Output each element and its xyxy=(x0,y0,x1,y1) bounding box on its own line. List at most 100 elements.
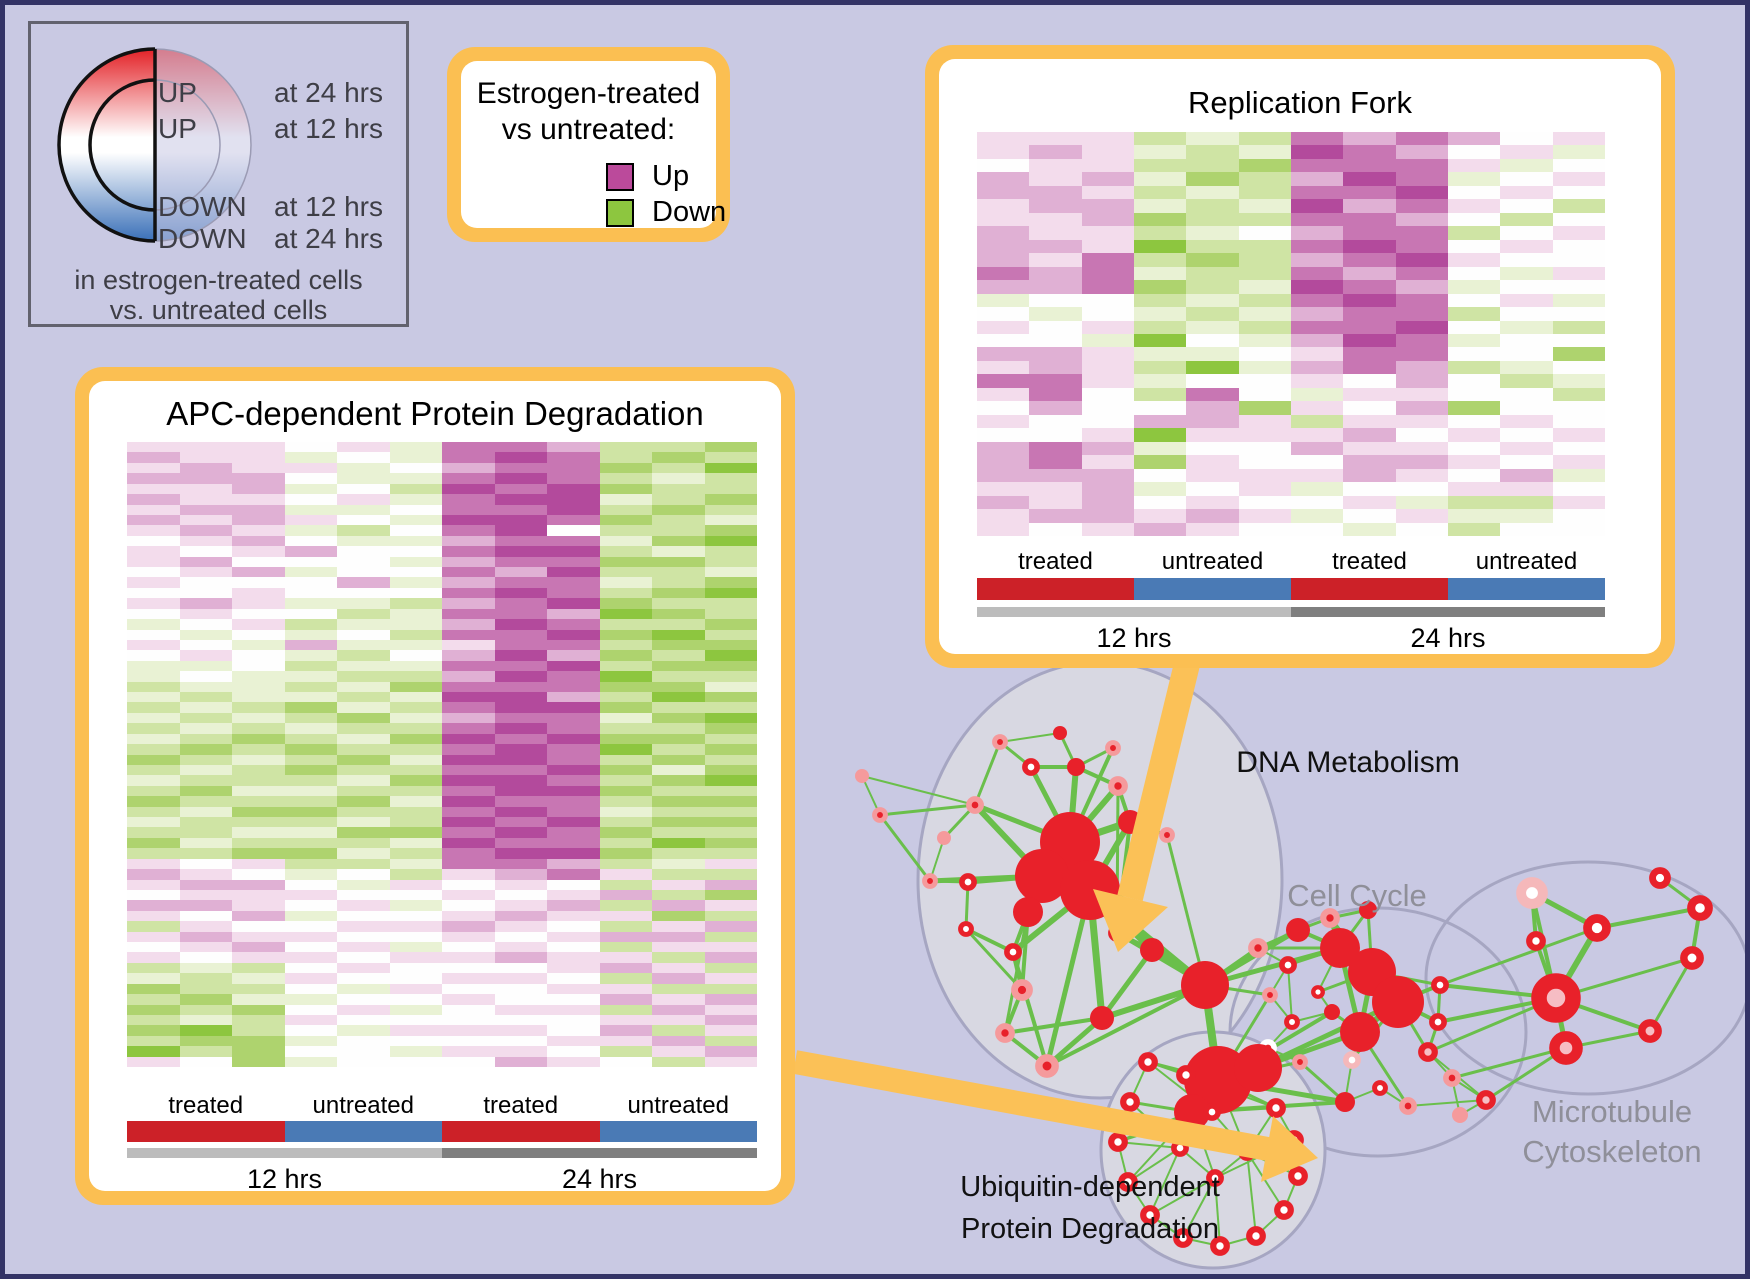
heatmap-cell xyxy=(599,514,652,526)
heatmap-cell xyxy=(704,744,757,755)
heatmap-cell xyxy=(1238,333,1291,348)
heatmap-cell xyxy=(127,650,180,661)
heatmap-cell xyxy=(494,494,547,505)
heatmap-cell xyxy=(599,994,652,1005)
heatmap-cell xyxy=(179,671,232,682)
heatmap-cell xyxy=(389,848,442,859)
heatmap-cell xyxy=(1081,212,1134,227)
heatmap-cell xyxy=(1500,495,1553,510)
network-edge xyxy=(1011,951,1049,1067)
heatmap-cell xyxy=(232,952,285,963)
heatmap-cell xyxy=(599,723,652,734)
heatmap-cell xyxy=(1343,387,1396,402)
heatmap-cell xyxy=(704,692,757,703)
heatmap-cell xyxy=(179,556,232,567)
heatmap-cell xyxy=(652,442,705,453)
bar-24hrs xyxy=(442,1148,757,1158)
network-node xyxy=(1549,1031,1583,1065)
heatmap-cell xyxy=(1552,387,1605,402)
heatmap-cell xyxy=(1081,509,1134,523)
heatmap-cell xyxy=(599,712,652,724)
heatmap-cell xyxy=(599,629,652,640)
network-node xyxy=(1022,758,1040,776)
network-node xyxy=(1248,938,1268,958)
condition-label: untreated xyxy=(312,1092,414,1119)
heatmap-cell xyxy=(442,639,495,651)
network-edge xyxy=(1246,1151,1257,1237)
network-node xyxy=(1516,877,1548,909)
heatmap-cell xyxy=(337,889,390,901)
heatmap-cell xyxy=(337,994,390,1005)
network-node xyxy=(992,734,1008,750)
heatmap-cell xyxy=(127,983,180,995)
heatmap-cell xyxy=(977,132,1030,146)
heatmap-cell xyxy=(442,535,495,547)
heatmap-cell xyxy=(547,910,600,922)
heatmap-cell xyxy=(442,889,495,901)
heatmap-cell xyxy=(704,910,757,922)
heatmap-cell xyxy=(127,869,180,880)
heatmap-cell xyxy=(232,879,285,890)
heatmap-cell xyxy=(704,504,757,515)
heatmap-cell xyxy=(389,639,442,651)
heatmap-cell xyxy=(1133,428,1187,442)
heatmap-cell xyxy=(494,1025,547,1036)
heatmap-cell xyxy=(232,587,285,599)
heatmap-cell xyxy=(547,483,600,495)
heatmap-cell xyxy=(652,681,705,692)
heatmap-cell xyxy=(1186,441,1239,456)
heatmap-cell xyxy=(337,1056,390,1067)
network-edge xyxy=(878,814,932,882)
heatmap-cell xyxy=(1447,307,1501,321)
heatmap-cell xyxy=(977,307,1030,321)
heatmap-cell xyxy=(652,514,705,526)
heatmap-cell xyxy=(442,837,495,849)
heatmap-cell xyxy=(494,952,547,963)
down-24-time: at 24 hrs xyxy=(274,223,383,254)
condition-labels: treated untreated treated untreated xyxy=(977,548,1605,576)
heatmap-cell xyxy=(284,775,337,786)
heatmap-cell xyxy=(337,452,390,463)
heatmap-cell xyxy=(1343,414,1396,429)
heatmap-cell xyxy=(1552,414,1605,429)
heatmap-cell xyxy=(1081,482,1134,496)
heatmap-cell xyxy=(494,837,547,849)
heatmap-cell xyxy=(704,858,757,870)
heatmap-cell xyxy=(599,1035,652,1047)
heatmap-cell xyxy=(232,1035,285,1047)
heatmap-cell xyxy=(547,796,600,807)
heatmap-cell xyxy=(1447,347,1501,361)
heatmap-cell xyxy=(652,942,705,953)
network-edge xyxy=(1149,1147,1181,1216)
heatmap-cell xyxy=(389,994,442,1005)
heatmap-cell xyxy=(179,494,232,505)
heatmap-cell xyxy=(337,442,390,453)
heatmap-cell xyxy=(652,671,705,682)
heatmap-cell xyxy=(652,494,705,505)
treated-bar xyxy=(977,578,1134,600)
heatmap-cell xyxy=(1081,172,1134,186)
heatmap-cell xyxy=(652,483,705,495)
heatmap-cell xyxy=(179,785,232,797)
heatmap-cell xyxy=(547,806,600,817)
heatmap-cell xyxy=(389,806,442,817)
network-edge xyxy=(1407,1099,1487,1107)
heatmap-cell xyxy=(599,473,652,484)
heatmap-cell xyxy=(1029,307,1082,321)
network-edge xyxy=(1182,1177,1216,1239)
heatmap-cell xyxy=(1447,132,1501,146)
heatmap-cell xyxy=(337,525,390,536)
heatmap-cell xyxy=(232,608,285,620)
heatmap-cell xyxy=(284,1035,337,1047)
heatmap-cell xyxy=(442,681,495,692)
legend-inner xyxy=(461,61,716,228)
network-node xyxy=(1108,1132,1128,1152)
heatmap-cell xyxy=(284,556,337,567)
heatmap-cell xyxy=(1186,414,1239,429)
heatmap-cell xyxy=(547,639,600,651)
down-12-time: at 12 hrs xyxy=(274,191,383,222)
heatmap-cell xyxy=(1186,239,1239,254)
heatmap-cell xyxy=(977,401,1030,415)
heatmap-cell xyxy=(127,567,180,578)
heatmap-cell xyxy=(337,681,390,692)
